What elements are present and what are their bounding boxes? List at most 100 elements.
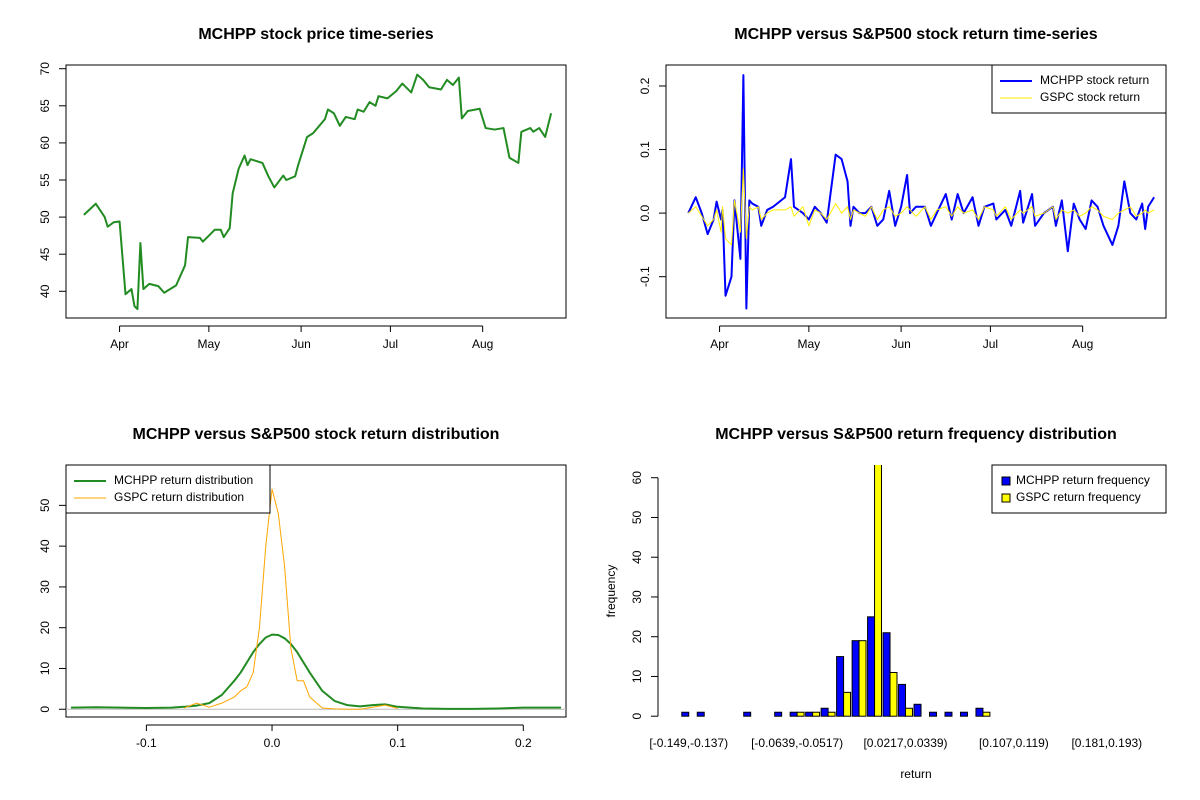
bar (913, 703, 922, 717)
bar (929, 711, 937, 717)
y-tick-label: 20 (38, 621, 52, 635)
data-line (83, 73, 553, 311)
data-line (183, 488, 398, 710)
y-tick-label: 40 (38, 284, 52, 298)
y-tick-label: 60 (630, 471, 644, 485)
y-tick-label: 0.1 (638, 141, 652, 158)
x-tick-label: Jun (891, 337, 910, 351)
x-tick-label: Aug (1072, 337, 1093, 351)
bar (898, 683, 907, 717)
x-tick-label: [-0.0639,-0.0517) (751, 736, 843, 750)
bar (774, 711, 783, 717)
y-tick-label: 0.0 (638, 204, 652, 221)
x-tick-label: 0.2 (515, 736, 532, 750)
x-tick-label: May (198, 337, 221, 351)
x-tick-label: [0.0217,0.0339) (863, 736, 947, 750)
bar (975, 707, 984, 717)
legend-swatch (1001, 476, 1011, 486)
bar (789, 711, 798, 717)
bar (843, 691, 852, 717)
bar (858, 640, 867, 717)
legend-label: GSPC return frequency (1016, 490, 1141, 504)
bar (944, 711, 953, 717)
legend: MCHPP return distribution GSPC return dis… (65, 464, 271, 514)
y-tick-label: 30 (630, 590, 644, 604)
legend-box (65, 464, 271, 514)
bar (696, 711, 705, 717)
chart-title: MCHPP stock price time-series (198, 26, 433, 43)
bar (805, 711, 814, 717)
legend-label: GSPC return distribution (114, 490, 244, 504)
legend-label: GSPC stock return (1040, 90, 1140, 104)
x-tick-label: -0.1 (136, 736, 157, 750)
chart-title: MCHPP versus S&P500 return frequency dis… (715, 426, 1117, 443)
bar (959, 711, 968, 717)
legend-label: MCHPP return frequency (1016, 473, 1150, 487)
bar (836, 656, 845, 717)
legend-swatch (1001, 493, 1011, 503)
y-tick-label: 60 (38, 136, 52, 150)
chart-title: MCHPP versus S&P500 stock return distrib… (133, 426, 500, 443)
bar (681, 711, 690, 717)
bar (851, 640, 860, 717)
y-tick-label: 40 (630, 550, 644, 564)
y-axis-title: frequency (604, 565, 618, 618)
bar (796, 711, 805, 717)
bars (681, 465, 991, 717)
bar (982, 711, 991, 717)
legend: MCHPP return frequency GSPC return freque… (991, 464, 1167, 514)
x-tick-label: Jul (383, 337, 398, 351)
bar (827, 711, 836, 717)
chart-panel: MCHPP versus S&P500 stock return time-se… (638, 26, 1167, 351)
bar (889, 671, 898, 717)
bar (820, 707, 829, 717)
y-tick-label: 65 (38, 99, 52, 113)
y-tick-label: 0.2 (638, 77, 652, 94)
bar (882, 632, 891, 717)
legend-box (991, 464, 1167, 514)
data-line (71, 633, 561, 710)
x-tick-label: May (798, 337, 821, 351)
y-tick-label: 50 (38, 210, 52, 224)
y-tick-label: -0.1 (638, 266, 652, 287)
y-tick-label: 0 (38, 706, 52, 713)
legend-label: MCHPP return distribution (114, 473, 253, 487)
plot-box (65, 64, 567, 319)
x-tick-label: 0.1 (389, 736, 406, 750)
x-tick-label: Aug (472, 337, 493, 351)
x-axis-title: return (900, 767, 931, 781)
x-tick-label: Jun (291, 337, 310, 351)
data-line (687, 74, 1155, 310)
legend: MCHPP stock return GSPC stock return (991, 64, 1167, 114)
y-tick-label: 0 (630, 713, 644, 720)
y-tick-label: 30 (38, 580, 52, 594)
x-tick-label: Apr (710, 337, 729, 351)
y-tick-label: 55 (38, 173, 52, 187)
y-tick-label: 45 (38, 247, 52, 261)
chart-panel: MCHPP stock price time-series 40 45 50 55 60 6… (38, 26, 567, 351)
x-tick-label: [0.107,0.119) (979, 736, 1049, 750)
chart-panel: MCHPP versus S&P500 return frequency dis… (604, 426, 1167, 781)
x-tick-label: 0.0 (264, 736, 281, 750)
bar (874, 465, 883, 717)
x-tick-label: [0.181,0.193) (1071, 736, 1142, 750)
bar (743, 711, 752, 717)
x-tick-label: [-0.149,-0.137) (649, 736, 728, 750)
y-tick-label: 10 (630, 669, 644, 683)
legend-label: MCHPP stock return (1040, 73, 1149, 87)
y-tick-label: 50 (38, 498, 52, 512)
x-tick-label: Jul (983, 337, 998, 351)
y-tick-label: 40 (38, 539, 52, 553)
y-tick-label: 20 (630, 630, 644, 644)
y-tick-label: 50 (630, 510, 644, 524)
chart-title: MCHPP versus S&P500 stock return time-se… (734, 26, 1098, 43)
legend-box (991, 64, 1167, 114)
data-line (687, 168, 1155, 246)
bar (905, 707, 913, 717)
x-tick-label: Apr (110, 337, 129, 351)
plot-box (65, 464, 567, 718)
bar (867, 616, 876, 717)
y-tick-label: 70 (38, 62, 52, 76)
y-tick-label: 10 (38, 661, 52, 675)
